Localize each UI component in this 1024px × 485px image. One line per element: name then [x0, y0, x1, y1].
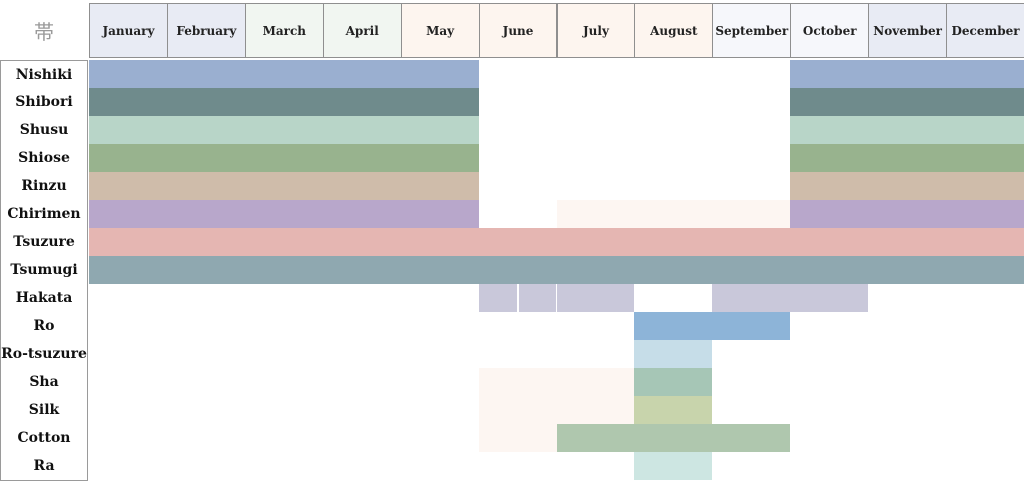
- month-header-august: August: [634, 3, 714, 58]
- season-bar-chirimen-3: [790, 200, 1024, 228]
- season-bar-hakata-2: [556, 284, 635, 312]
- season-bar-cotton-2: [556, 424, 791, 452]
- season-bar-tsuzure-1: [89, 228, 1024, 256]
- row-label-nishiki: Nishiki: [0, 60, 88, 89]
- row-label-sha: Sha: [0, 368, 88, 397]
- row-label-rinzu: Rinzu: [0, 172, 88, 201]
- month-header-november: November: [868, 3, 948, 58]
- row-label-cotton: Cotton: [0, 424, 88, 453]
- month-header-december: December: [946, 3, 1024, 58]
- month-header-september: September: [712, 3, 792, 58]
- season-bar-chirimen-1: [89, 200, 479, 228]
- season-bar-shibori-2: [790, 88, 1024, 116]
- season-bar-shibori-1: [89, 88, 479, 116]
- season-bar-shusu-2: [790, 116, 1024, 144]
- season-bar-shiose-2: [790, 144, 1024, 172]
- month-header-july: July: [556, 3, 636, 58]
- corner-label: 帯: [34, 19, 54, 44]
- season-bar-ro-1: [634, 312, 791, 340]
- season-bar-ra-1: [634, 452, 713, 480]
- season-bar-hakata-3: [712, 284, 869, 312]
- row-label-tsumugi: Tsumugi: [0, 256, 88, 285]
- season-bar-tsumugi-1: [89, 256, 1024, 284]
- row-label-chirimen: Chirimen: [0, 200, 88, 229]
- season-bar-nishiki-1: [89, 60, 479, 88]
- row-label-shibori: Shibori: [0, 88, 88, 117]
- season-bar-silk-1: [478, 396, 635, 424]
- row-label-ro-tsuzure: Ro-tsuzure: [0, 340, 88, 369]
- season-bar-silk-2: [634, 396, 713, 424]
- season-bar-nishiki-2: [790, 60, 1024, 88]
- row-label-tsuzure: Tsuzure: [0, 228, 88, 257]
- season-bar-sha-2: [634, 368, 713, 396]
- row-label-hakata: Hakata: [0, 284, 88, 313]
- season-bar-sha-1: [478, 368, 635, 396]
- hakata-separator: [516, 284, 519, 312]
- month-header-march: March: [244, 3, 324, 58]
- season-bar-shiose-1: [89, 144, 479, 172]
- season-bar-rinzu-2: [790, 172, 1024, 200]
- season-bar-chirimen-2: [556, 200, 791, 228]
- row-label-ro: Ro: [0, 312, 88, 341]
- month-header-february: February: [166, 3, 246, 58]
- month-header-january: January: [89, 3, 168, 58]
- row-label-shiose: Shiose: [0, 144, 88, 173]
- season-bar-shusu-1: [89, 116, 479, 144]
- month-header-october: October: [790, 3, 870, 58]
- row-label-shusu: Shusu: [0, 116, 88, 145]
- row-label-ra: Ra: [0, 452, 88, 481]
- month-header-may: May: [400, 3, 480, 58]
- season-bar-rinzu-1: [89, 172, 479, 200]
- month-header-june: June: [478, 3, 558, 58]
- season-bar-ro-tsuzure-1: [634, 340, 713, 368]
- row-label-silk: Silk: [0, 396, 88, 425]
- month-header-april: April: [322, 3, 402, 58]
